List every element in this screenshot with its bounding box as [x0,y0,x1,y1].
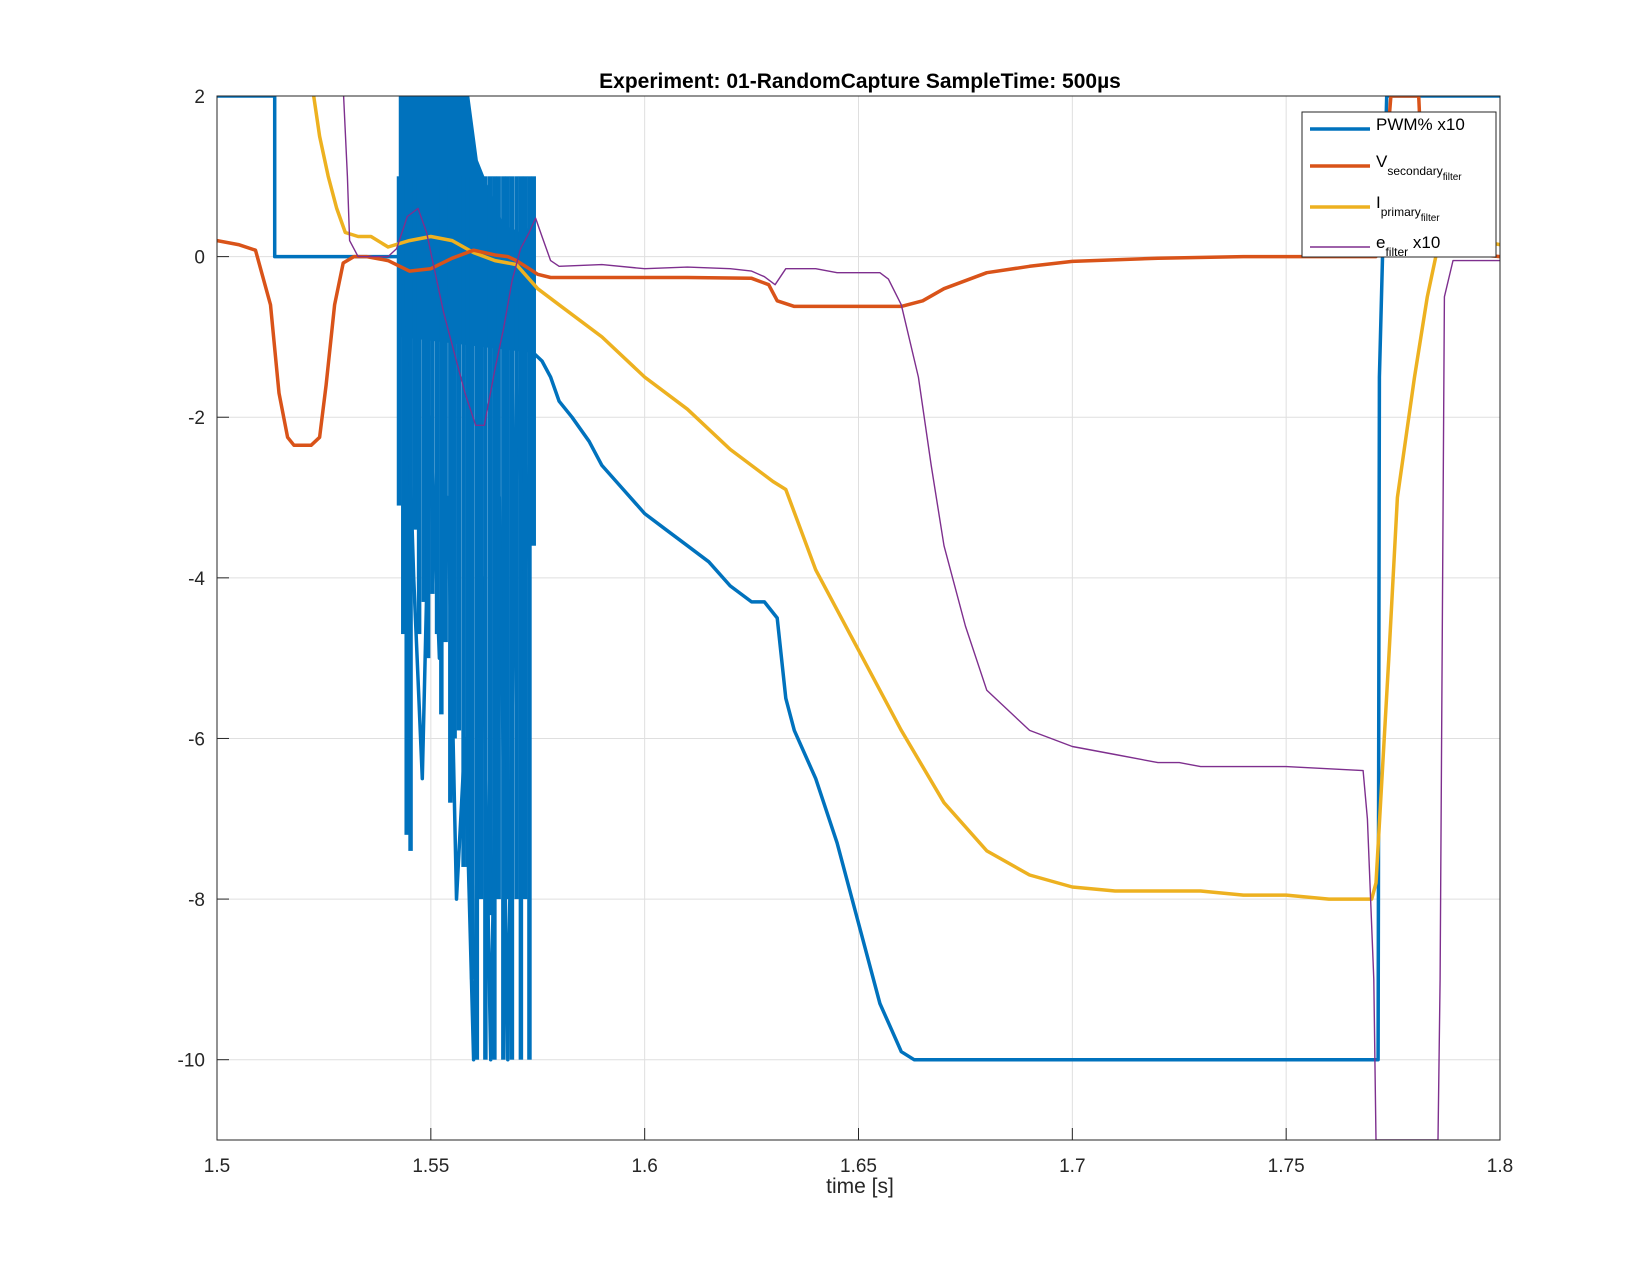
x-tick-label: 1.75 [1268,1156,1305,1177]
legend-entry: Vsecondaryfilter [1376,152,1462,183]
x-tick-label: 1.5 [204,1156,230,1177]
pwm-burst-spike [456,176,462,731]
ticks: 1.5 1.55 1.6 1.65 1.7 1.75 1.8 2 0 -2 -4 -6 -8 -10 [178,87,1514,1177]
pwm-burst-spike [439,176,444,715]
pwm-burst-spike [492,176,497,1060]
x-tick-label: 1.6 [631,1156,657,1177]
y-tick-label: 2 [194,87,205,108]
legend: PWM% x10 Vsecondaryfilter Iprimaryfilter ef… [1301,111,1497,259]
pwm-burst-spike [443,176,448,643]
pwm-burst-spike [421,176,427,602]
series-layer [217,96,1500,1140]
y-tick-label: 0 [194,248,205,269]
x-tick-label: 1.7 [1059,1156,1085,1177]
pwm-burst-spike [483,176,488,1060]
x-tick-label: 1.65 [840,1156,877,1177]
pwm-burst-spike [416,176,422,635]
pwm-burst-spike [401,176,406,635]
y-tick-label: -4 [188,569,205,590]
pwm-burst-spike [487,176,493,916]
pwm-burst-spike [527,176,532,1060]
y-tick-label: -8 [188,890,205,911]
x-tick-label: 1.55 [412,1156,449,1177]
pwm-line [217,96,1500,1062]
pwm-burst-spike [404,176,409,835]
pwm-burst-spike [505,176,510,900]
pwm-burst-spike [461,176,466,867]
chart-title: Experiment: 01-RandomCapture SampleTime:… [599,70,1121,93]
legend-entry: PWM% x10 [1376,115,1465,134]
pwm-burst-spike [514,176,519,900]
legend-entry: Iprimaryfilter [1376,193,1440,224]
e-filter-line [342,96,1500,1140]
pwm-burst-spike [501,176,506,1060]
pwm-burst-spike [448,176,453,803]
pwm-burst-spike [474,176,480,1060]
y-tick-label: -2 [188,408,205,429]
x-axis-title: time [s] [826,1175,894,1198]
legend-entry: efilter x10 [1376,233,1440,259]
x-tick-label: 1.8 [1487,1156,1513,1177]
pwm-burst-spike [412,176,418,530]
pwm-burst-spike [425,176,431,659]
pwm-burst-spike [518,176,524,1060]
pwm-burst-spike [396,176,402,506]
y-tick-label: -6 [188,729,205,750]
legend-box [1301,111,1497,258]
pwm-burst-spike [434,176,440,635]
y-tick-label: -10 [178,1051,205,1072]
pwm-burst-spike [430,176,435,594]
pwm-burst-spike [465,176,471,867]
v-secondary-line [217,96,1500,448]
pwm-burst-spike [452,176,457,739]
pwm-burst-spike [469,176,475,980]
pwm-burst-spike [478,176,484,900]
